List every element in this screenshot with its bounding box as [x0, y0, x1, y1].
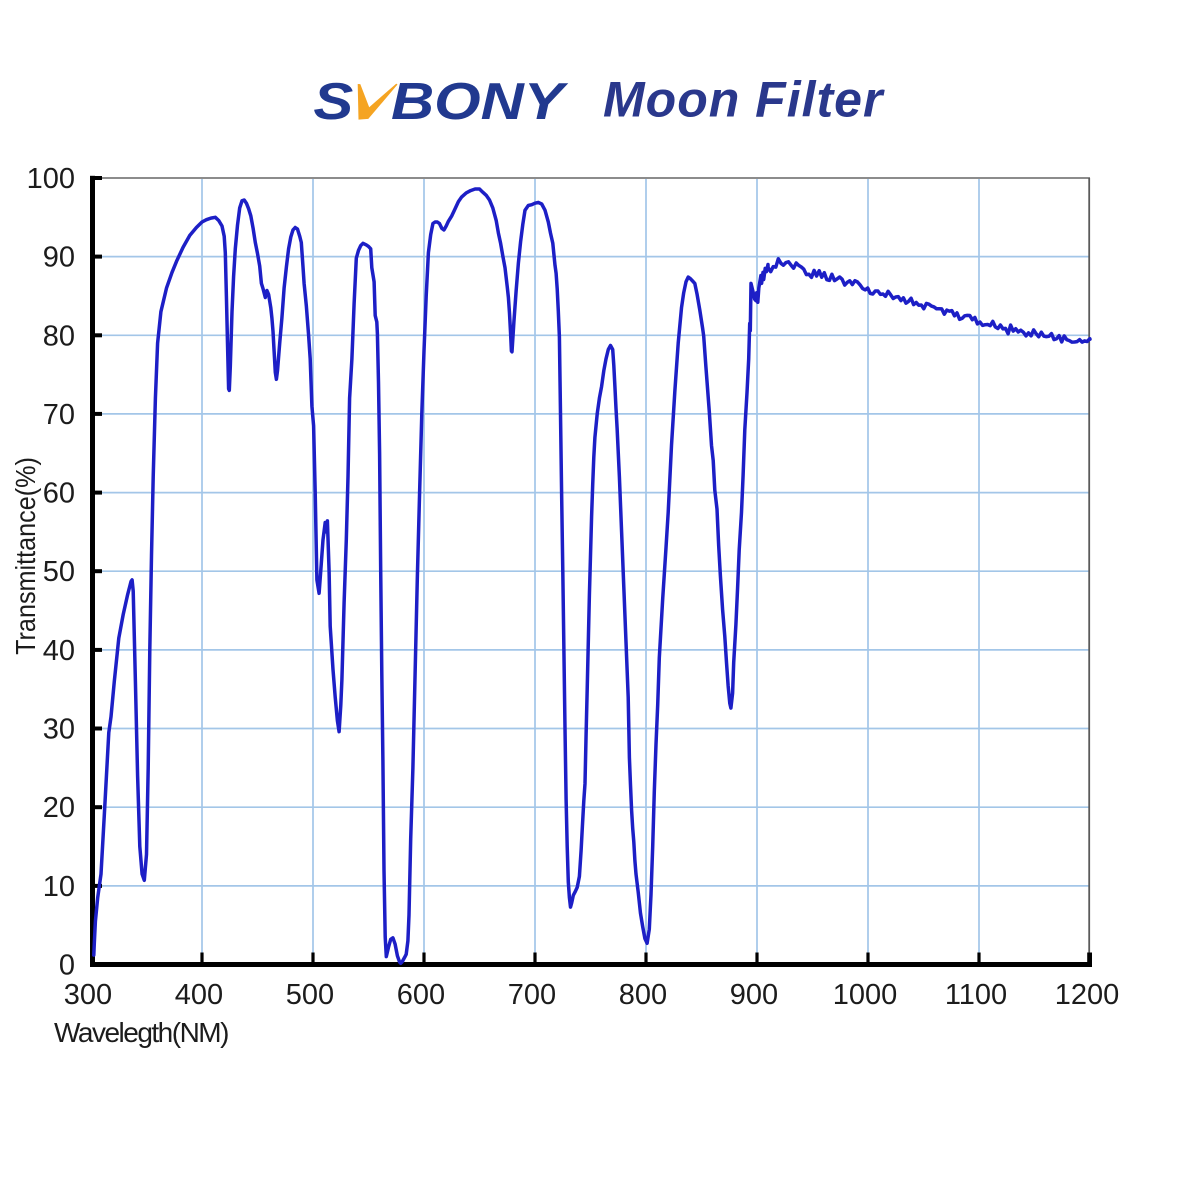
svg-text:60: 60 [43, 478, 75, 510]
svg-text:30: 30 [43, 714, 75, 746]
svg-text:500: 500 [286, 979, 334, 1011]
svg-text:1000: 1000 [833, 979, 898, 1011]
svg-text:BONY: BONY [391, 71, 569, 129]
svg-text:70: 70 [43, 399, 75, 431]
svg-text:800: 800 [619, 979, 667, 1011]
svg-text:80: 80 [43, 320, 75, 352]
svg-text:S: S [313, 71, 353, 129]
svg-text:400: 400 [175, 979, 223, 1011]
svg-text:900: 900 [730, 979, 778, 1011]
svg-text:10: 10 [43, 871, 75, 903]
svg-text:1100: 1100 [945, 979, 1007, 1011]
svg-text:600: 600 [397, 979, 445, 1011]
svg-text:90: 90 [43, 242, 75, 274]
svg-text:1200: 1200 [1055, 979, 1120, 1011]
svg-text:300: 300 [64, 979, 112, 1011]
svg-text:100: 100 [27, 163, 75, 195]
svg-text:Wavelegth(NM): Wavelegth(NM) [54, 1017, 228, 1048]
svg-text:20: 20 [43, 792, 75, 824]
svg-text:700: 700 [508, 979, 556, 1011]
svg-text:40: 40 [43, 635, 75, 667]
svg-text:50: 50 [43, 556, 75, 588]
svg-text:Moon Filter: Moon Filter [603, 72, 885, 128]
svg-text:Transmittance(%): Transmittance(%) [10, 457, 42, 655]
svg-text:0: 0 [59, 950, 75, 982]
